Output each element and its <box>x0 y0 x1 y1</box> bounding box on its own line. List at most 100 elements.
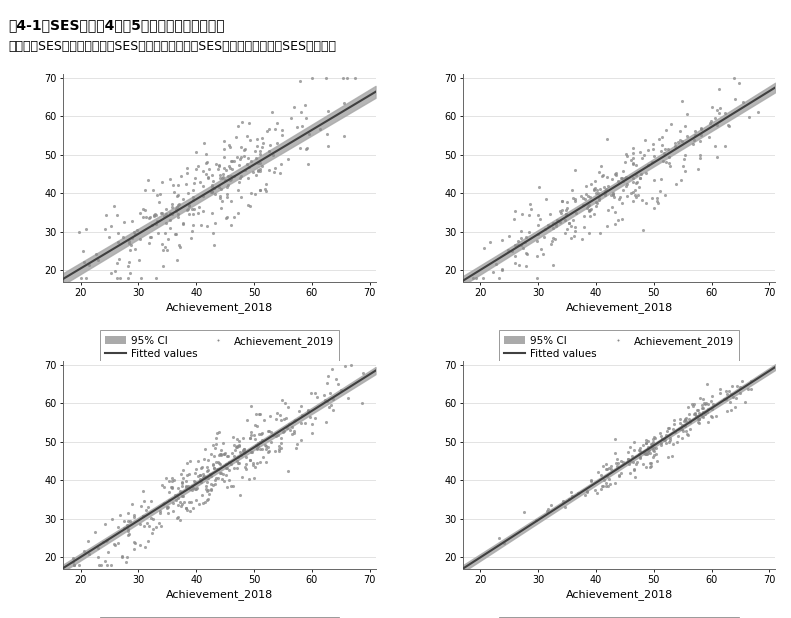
Point <box>622 447 634 457</box>
Point <box>597 461 610 471</box>
Point <box>159 473 172 483</box>
Point <box>623 468 636 478</box>
Point <box>191 208 204 218</box>
Point <box>658 148 671 158</box>
Point <box>103 232 115 242</box>
Point <box>262 426 274 436</box>
Point <box>221 451 233 461</box>
Point <box>653 186 666 196</box>
Point <box>181 163 194 173</box>
Point <box>265 437 278 447</box>
Point <box>225 220 237 230</box>
Point <box>211 428 224 438</box>
Point <box>222 161 235 171</box>
Point <box>314 124 327 134</box>
Point <box>592 188 604 198</box>
Point <box>600 221 613 231</box>
Point <box>205 479 218 489</box>
Point <box>230 442 243 452</box>
Point <box>532 229 544 239</box>
Point <box>695 400 708 410</box>
Point <box>134 501 147 511</box>
Point <box>710 411 722 421</box>
Point <box>559 209 572 219</box>
Point <box>232 185 244 195</box>
Point <box>157 245 169 255</box>
Point <box>145 496 157 506</box>
Point <box>589 197 602 207</box>
Point <box>653 133 666 143</box>
Point <box>736 376 749 386</box>
Point <box>639 168 652 178</box>
Point <box>168 187 180 197</box>
Point <box>202 455 215 465</box>
Point <box>214 170 226 180</box>
Point <box>177 497 190 507</box>
Point <box>626 143 639 153</box>
Point <box>205 484 218 494</box>
Point <box>608 207 621 217</box>
Point <box>93 560 105 570</box>
Point <box>176 478 188 488</box>
Point <box>153 519 165 528</box>
Point <box>207 227 220 237</box>
Point <box>634 452 646 462</box>
Point <box>679 122 691 132</box>
Point <box>133 255 146 265</box>
Point <box>642 445 655 455</box>
Point <box>97 537 109 547</box>
Point <box>273 441 286 451</box>
Point <box>646 434 659 444</box>
Point <box>688 127 701 137</box>
Point <box>142 239 155 248</box>
Point <box>667 425 679 434</box>
Point <box>227 156 240 166</box>
Point <box>310 392 323 402</box>
Point <box>593 167 606 177</box>
Point <box>280 423 293 433</box>
Point <box>642 436 654 446</box>
Point <box>111 258 123 268</box>
Point <box>680 413 693 423</box>
Point <box>214 459 226 469</box>
Point <box>274 433 287 443</box>
Point <box>660 430 673 440</box>
Point <box>112 254 125 264</box>
Point <box>583 211 596 221</box>
Point <box>148 210 161 219</box>
Point <box>112 538 124 548</box>
Point <box>607 188 619 198</box>
Point <box>189 146 202 156</box>
Point <box>551 216 564 226</box>
Point <box>722 121 735 131</box>
Point <box>212 473 225 483</box>
Point <box>214 445 227 455</box>
Point <box>128 537 141 547</box>
Point <box>167 506 180 516</box>
Point <box>177 465 190 475</box>
Point <box>305 388 317 398</box>
Point <box>231 441 244 451</box>
Point <box>285 113 297 123</box>
Point <box>233 447 246 457</box>
Point <box>626 159 639 169</box>
Point <box>161 502 174 512</box>
Point <box>532 220 544 230</box>
Point <box>667 439 679 449</box>
Point <box>176 476 188 486</box>
Point <box>549 221 562 231</box>
Point <box>187 185 199 195</box>
Point <box>356 397 369 407</box>
Point <box>286 429 298 439</box>
Point <box>600 465 612 475</box>
Point <box>561 203 573 213</box>
Point <box>233 452 245 462</box>
Point <box>213 182 225 192</box>
Point <box>267 150 280 160</box>
Point <box>326 405 339 415</box>
Point <box>278 397 291 407</box>
Point <box>243 162 255 172</box>
Point <box>180 504 192 514</box>
Point <box>155 480 168 490</box>
Point <box>158 483 171 493</box>
